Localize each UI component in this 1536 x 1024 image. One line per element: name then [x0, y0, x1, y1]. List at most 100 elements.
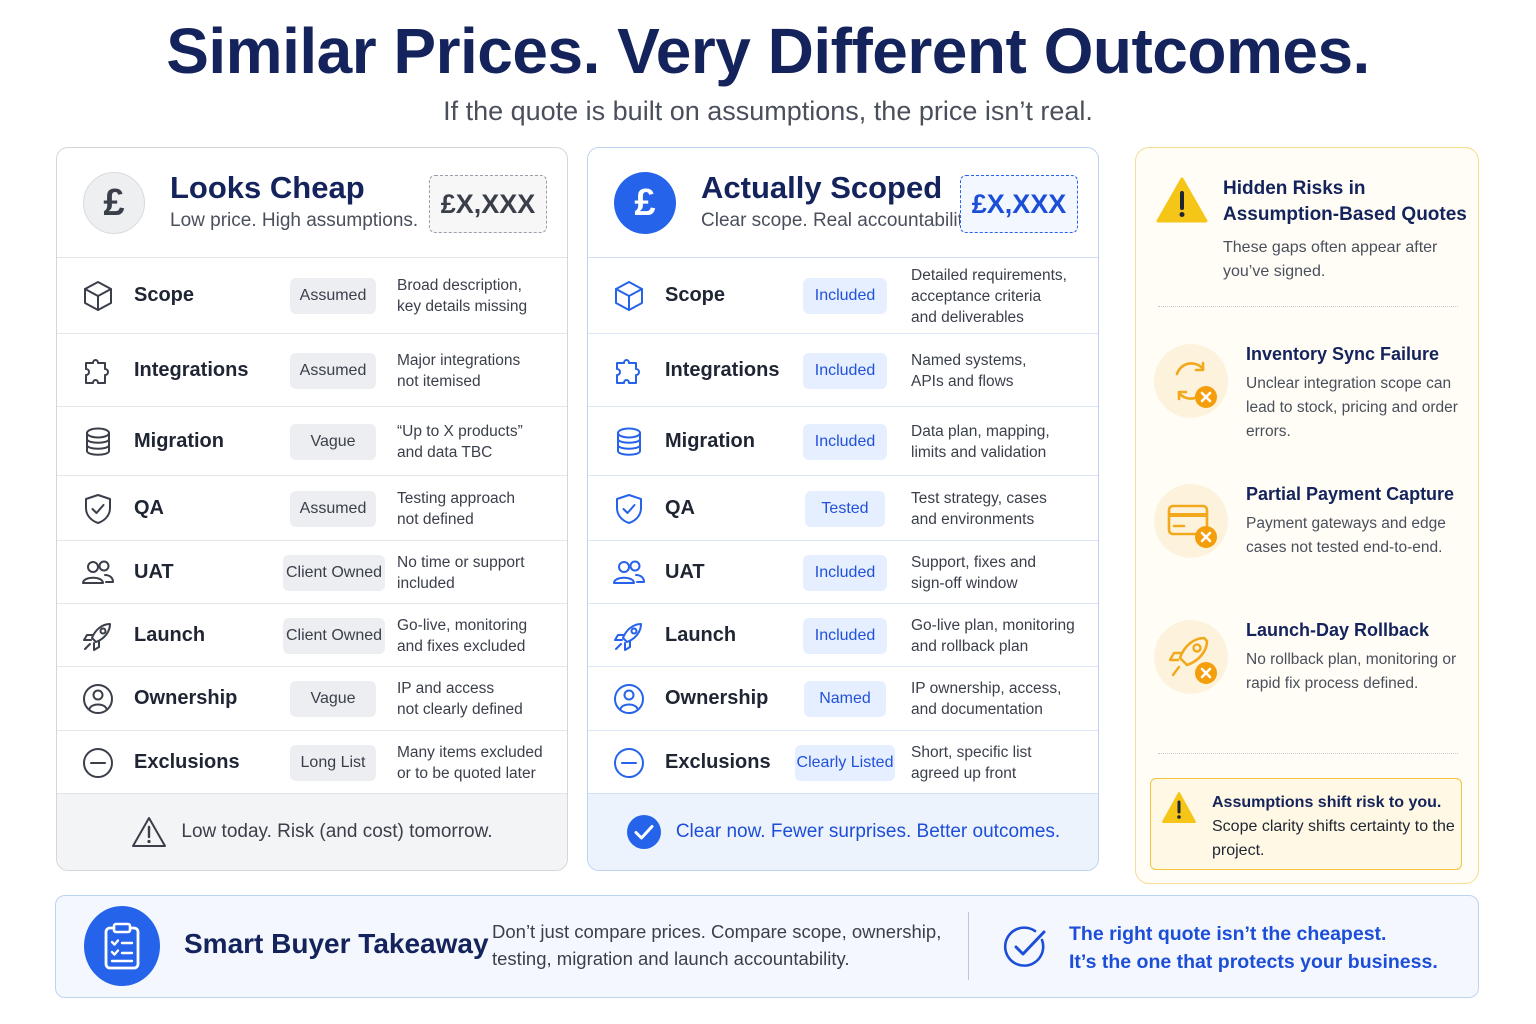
takeaway-quote-line2: It’s the one that protects your business…	[1069, 951, 1438, 973]
desc-line: APIs and flows	[911, 372, 1014, 390]
card-subtitle: Low price. High assumptions.	[170, 210, 419, 231]
status-badge: Included	[803, 278, 887, 314]
status-badge: Client Owned	[283, 554, 385, 591]
comparison-row: Launch Client Owned Go-live, monitoring and…	[57, 604, 567, 667]
row-label: Launch	[665, 623, 737, 646]
desc-line: Major integrations	[397, 351, 521, 369]
desc-line: and documentation	[911, 701, 1043, 718]
status-badge: Included	[803, 423, 887, 460]
row-description: Support, fixes and sign-off window	[911, 552, 1036, 594]
desc-line: Broad description,	[397, 277, 522, 294]
shield-check-icon	[612, 492, 646, 526]
desc-line: No time or support	[397, 553, 525, 571]
takeaway-title: Smart Buyer Takeaway	[184, 928, 489, 959]
row-description: Detailed requirements, acceptance criteri…	[911, 265, 1067, 328]
comparison-row: Integrations Assumed Major integrations not…	[57, 334, 567, 407]
status-badge: Included	[803, 352, 887, 389]
divider	[1158, 753, 1458, 754]
status-badge: Included	[803, 554, 887, 591]
status-badge: Long List	[290, 744, 376, 781]
row-label: Scope	[665, 284, 726, 306]
risk-desc: No rollback plan, monitoring or rapid fi…	[1246, 651, 1457, 692]
card-header: £ Actually Scoped Clear scope. Real acco…	[588, 148, 1098, 258]
row-label: Integrations	[134, 358, 249, 381]
risks-subtitle: These gaps often appear after you’ve sig…	[1223, 239, 1438, 280]
users-icon	[612, 556, 646, 590]
callout-text: Scope clarity shifts certainty to the pr…	[1212, 818, 1455, 859]
minus-circle-icon	[81, 746, 115, 780]
desc-line: Data plan, mapping,	[911, 422, 1050, 440]
risk-desc: Payment gateways and edge cases not test…	[1246, 515, 1446, 556]
comparison-row: Scope Assumed Broad description, key detail…	[57, 258, 567, 334]
minus-circle-icon	[612, 746, 646, 780]
price-placeholder: £X,XXX	[960, 175, 1078, 233]
desc-line: IP and access	[397, 680, 495, 697]
clipboard-checklist-icon	[84, 906, 160, 986]
rocket-icon	[81, 619, 115, 653]
card-title: Looks Cheap	[170, 170, 365, 205]
desc-line: and data TBC	[397, 443, 493, 461]
desc-line: not defined	[397, 510, 474, 528]
status-badge: Included	[803, 617, 887, 654]
card-error-icon	[1154, 484, 1228, 558]
desc-line: or to be quoted later	[397, 764, 536, 782]
row-label: Exclusions	[665, 750, 771, 773]
row-label: QA	[665, 496, 695, 519]
check-circle-icon	[1003, 926, 1046, 967]
desc-line: and environments	[911, 510, 1035, 528]
shield-check-icon	[81, 492, 115, 526]
desc-line: Go-live, monitoring	[397, 616, 528, 634]
desc-line: Named systems,	[911, 351, 1027, 369]
comparison-row: Migration Vague “Up to X products” and data…	[57, 407, 567, 476]
check-circle-icon	[626, 815, 661, 849]
rocket-icon	[612, 619, 646, 653]
comparison-row: Ownership Named IP ownership, access, and d…	[588, 667, 1098, 731]
desc-line: Support, fixes and	[911, 553, 1036, 571]
desc-line: IP ownership, access,	[911, 680, 1062, 697]
takeaway-quote-line1: The right quote isn’t the cheapest.	[1069, 923, 1387, 945]
row-description: No time or support included	[397, 552, 525, 594]
puzzle-icon	[81, 354, 115, 388]
row-label: Ownership	[134, 687, 238, 709]
row-description: Test strategy, cases and environments	[911, 488, 1047, 530]
card-subtitle: Clear scope. Real accountability.	[701, 210, 977, 231]
cube-icon	[612, 279, 646, 313]
desc-line: and fixes excluded	[397, 637, 526, 655]
comparison-row: Scope Included Detailed requirements, accep…	[588, 258, 1098, 334]
row-description: Short, specific list agreed up front	[911, 742, 1032, 784]
row-label: Migration	[134, 429, 224, 452]
row-description: IP and access not clearly defined	[397, 678, 523, 720]
desc-line: key details missing	[397, 298, 528, 315]
row-label: UAT	[134, 560, 174, 583]
status-badge: Assumed	[290, 490, 376, 527]
desc-line: limits and validation	[911, 443, 1047, 461]
card-header: £ Looks Cheap Low price. High assumption…	[57, 148, 567, 258]
row-description: Named systems, APIs and flows	[911, 350, 1026, 392]
takeaway-desc: Don’t just compare prices. Compare scope…	[492, 921, 942, 969]
row-label: Scope	[134, 284, 195, 306]
comparison-row: Ownership Vague IP and access not clearly d…	[57, 667, 567, 731]
desc-line: “Up to X products”	[397, 422, 523, 440]
desc-line: and rollback plan	[911, 637, 1029, 655]
desc-line: Detailed requirements,	[911, 266, 1067, 284]
desc-line: Many items excluded	[397, 743, 543, 761]
row-description: IP ownership, access, and documentation	[911, 678, 1061, 720]
comparison-row: QA Assumed Testing approach not defined	[57, 476, 567, 541]
row-label: Ownership	[665, 687, 769, 709]
comparison-row: QA Tested Test strategy, cases and environm…	[588, 476, 1098, 541]
callout-bold: Assumptions shift risk to you.	[1212, 794, 1442, 811]
warning-icon	[1162, 792, 1196, 823]
status-badge: Tested	[805, 490, 885, 527]
risk-title: Launch-Day Rollback	[1246, 620, 1430, 640]
risk-title: Partial Payment Capture	[1246, 484, 1455, 504]
user-circle-icon	[81, 682, 115, 716]
actually-scoped-card: £ Actually Scoped Clear scope. Real acco…	[587, 147, 1099, 871]
comparison-row: Migration Included Data plan, mapping, limi…	[588, 407, 1098, 476]
row-description: Major integrations not itemised	[397, 350, 520, 392]
hidden-risks-panel: Hidden Risks in Assumption-Based Quotes …	[1135, 147, 1479, 884]
row-label: Launch	[134, 623, 206, 646]
row-description: Testing approach not defined	[397, 488, 515, 530]
user-circle-icon	[612, 682, 646, 716]
row-label: Integrations	[665, 358, 780, 381]
status-badge: Client Owned	[283, 617, 385, 654]
